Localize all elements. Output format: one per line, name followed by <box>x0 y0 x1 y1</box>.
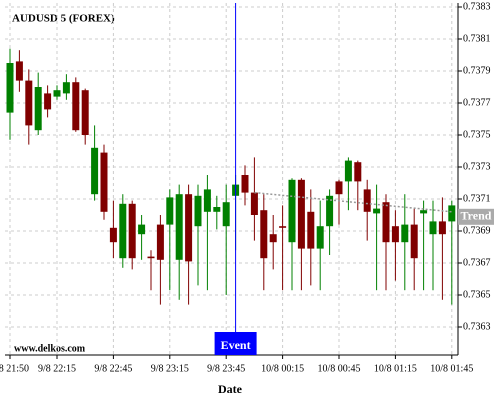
candle-body <box>307 211 315 249</box>
candle-body <box>109 227 117 243</box>
y-tick-label: 0.7367 <box>463 257 491 268</box>
x-tick-label: 10/8 01:15 <box>374 363 417 374</box>
trend-label: Trend <box>461 209 492 223</box>
candle-body <box>194 195 202 227</box>
candle-body <box>241 175 249 193</box>
candle-body <box>382 202 390 243</box>
candle-body <box>373 208 381 214</box>
candle-body <box>420 210 428 214</box>
candle-body <box>138 224 146 235</box>
candle-body <box>44 93 52 110</box>
candle-body <box>363 189 371 212</box>
candle-body <box>156 224 164 260</box>
candle-body <box>91 147 99 195</box>
chart-title: AUDUSD 5 (FOREX) <box>12 13 115 25</box>
event-label: Event <box>221 338 251 352</box>
candle-body <box>119 203 127 259</box>
y-tick-label: 0.7379 <box>463 65 491 76</box>
candle-body <box>391 226 399 243</box>
y-tick-label: 0.7377 <box>463 97 491 108</box>
candle-body <box>72 82 80 131</box>
candle-body <box>6 63 14 113</box>
candle-body <box>260 210 268 259</box>
candle-body <box>269 234 277 243</box>
y-tick-label: 0.7373 <box>463 161 491 172</box>
y-tick-label: 0.7381 <box>463 33 491 44</box>
candle-body <box>297 179 305 249</box>
y-tick-label: 0.7375 <box>463 129 491 140</box>
candle-body <box>62 82 70 94</box>
candle-body <box>81 90 89 135</box>
candle-body <box>175 194 183 260</box>
y-tick-label: 0.7365 <box>463 289 491 300</box>
y-tick-label: 0.7383 <box>463 1 491 12</box>
candle-body <box>288 179 296 243</box>
candle-body <box>410 224 418 259</box>
x-tick-label: 9/8 23:15 <box>151 363 189 374</box>
candle-body <box>344 160 352 182</box>
candle-body <box>438 221 446 235</box>
candle-body <box>213 207 221 212</box>
candle-body <box>429 221 437 235</box>
trend-line <box>254 191 452 213</box>
candle-body <box>316 226 324 249</box>
source: www.delkos.com <box>14 343 86 354</box>
candle-body <box>34 87 42 131</box>
x-tick-label: 10/8 00:15 <box>261 363 304 374</box>
candle-body <box>53 90 61 97</box>
candle-body <box>25 80 33 126</box>
candle-body <box>354 162 362 182</box>
trend-label-box <box>458 208 494 225</box>
candle-body <box>222 202 230 227</box>
x-axis-label: Date <box>218 382 243 396</box>
x-tick-label: 10/8 00:45 <box>317 363 360 374</box>
x-tick-label: 9/8 21:50 <box>0 363 29 374</box>
x-tick-label: 10/8 01:45 <box>430 363 473 374</box>
candle-body <box>448 205 456 222</box>
candle-body <box>128 203 136 259</box>
y-tick-label: 0.7369 <box>463 225 491 236</box>
candle-body <box>326 195 334 227</box>
y-tick-label: 0.7363 <box>463 321 491 332</box>
candle-body <box>279 226 287 228</box>
candle-body <box>147 256 155 259</box>
event-label-box <box>214 332 257 355</box>
candle-body <box>335 181 343 195</box>
x-tick-label: 9/8 23:45 <box>207 363 245 374</box>
y-tick-label: 0.7371 <box>463 193 491 204</box>
candle-body <box>166 197 174 225</box>
candle-body <box>185 194 193 262</box>
x-tick-label: 9/8 22:45 <box>94 363 132 374</box>
x-tick-label: 9/8 22:15 <box>38 363 76 374</box>
candle-body <box>15 61 23 81</box>
candle-body <box>100 152 108 212</box>
candle-body <box>203 189 211 212</box>
candle-body <box>401 224 409 243</box>
candle-body <box>250 192 258 215</box>
